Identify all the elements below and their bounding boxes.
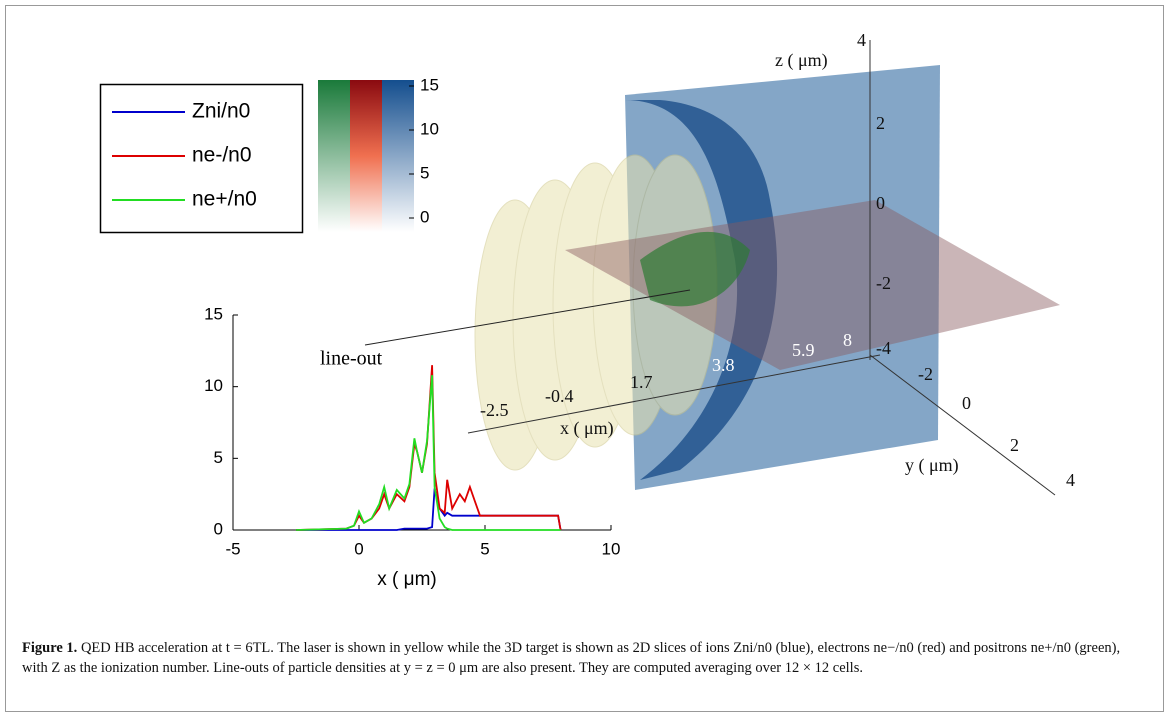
axis-3d-label: -2 (876, 273, 891, 293)
y-tick-label: 10 (204, 376, 223, 395)
ion-front (625, 100, 778, 480)
line-out-label: line-out (320, 348, 383, 370)
colorbar-tick-label: 0 (420, 207, 429, 226)
axis-3d-label: -4 (876, 338, 891, 358)
caption: Figure 1. QED HB acceleration at t = 6TL… (22, 638, 1147, 678)
legend-label: Zni/n0 (192, 100, 250, 123)
colorbar-green (318, 80, 350, 232)
positron-blob (640, 231, 750, 307)
colorbar-tick-label: 5 (420, 163, 429, 182)
x-tick-label: -5 (225, 539, 240, 558)
render-3d (364, 40, 1060, 496)
series-line (295, 375, 561, 531)
laser-slices (474, 154, 718, 471)
x-axis-label: x ( μm) (377, 569, 437, 590)
axis-3d-label: 4 (857, 30, 866, 50)
y-tick-label: 15 (204, 304, 223, 323)
axis-3d-label: -0.4 (545, 386, 574, 406)
x-axis-3d (467, 354, 881, 434)
colorbar-ticks: 0 5 10 15 (409, 75, 439, 226)
legend-box (99, 83, 304, 234)
caption-text: QED HB acceleration at t = 6TL. The lase… (22, 640, 1121, 676)
axis-3d-label: 8 (843, 330, 852, 350)
line-out-line (364, 289, 691, 346)
axis-3d-label: 5.9 (792, 340, 815, 360)
x-tick-label: 0 (354, 539, 363, 558)
colorbar-tick-label: 15 (420, 75, 439, 94)
axis-3d-label: y ( μm) (905, 455, 959, 476)
axis-3d-label: 0 (962, 393, 971, 413)
axis-3d-label: 3.8 (712, 355, 735, 375)
axis-3d-label: z ( μm) (775, 50, 828, 71)
render-3d-labels: z ( μm) 4 2 0 -2 -4 -2.5 -0.4 1.7 3.8 5.9 8 x ( μm) -… (480, 30, 1075, 490)
colorbar-blue (382, 80, 414, 232)
axis-3d-label: -2.5 (480, 400, 509, 420)
axis-3d-label: 1.7 (630, 372, 653, 392)
legend-label: ne-/n0 (192, 144, 252, 167)
x-tick-label: 5 (480, 539, 489, 558)
caption-label: Figure 1. (22, 640, 78, 656)
y-tick-label: 0 (214, 519, 223, 538)
colorbar-tick-label: 10 (420, 119, 439, 138)
axis-3d-label: 2 (876, 113, 885, 133)
y-tick-label: 5 (214, 448, 223, 467)
axis-3d-label: 0 (876, 193, 885, 213)
ion-slice (625, 65, 940, 490)
axis-3d-label: 2 (1010, 435, 1019, 455)
axis-3d-label: 4 (1066, 470, 1075, 490)
x-tick-label: 10 (602, 539, 621, 558)
legend: Zni/n0 ne-/n0 ne+/n0 (112, 100, 257, 211)
axis-3d-label: -2 (918, 364, 933, 384)
y-axis-3d (869, 354, 1056, 496)
legend-label: ne+/n0 (192, 188, 257, 211)
axis-3d-label: x ( μm) (560, 418, 614, 439)
colorbar-red (350, 80, 382, 232)
